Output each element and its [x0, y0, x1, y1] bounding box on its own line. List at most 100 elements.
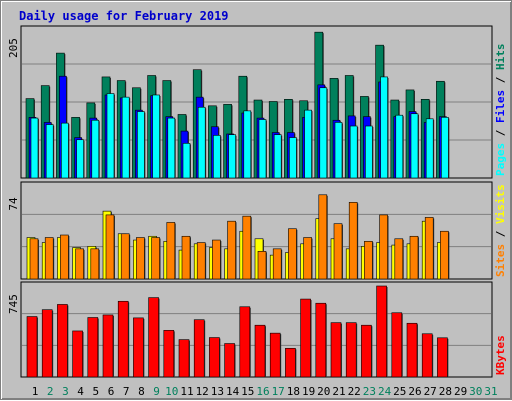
bar-pages-7	[121, 96, 130, 179]
bar-kbytes-26	[406, 322, 418, 378]
bar-pages-1	[30, 117, 39, 179]
day-label-19: 19	[302, 385, 315, 398]
legend-separator: /	[494, 224, 507, 244]
bar-pages-3	[61, 122, 69, 179]
day-label-22: 22	[348, 385, 361, 398]
day-label-13: 13	[211, 385, 224, 398]
bar-sites-6	[105, 214, 115, 280]
day-label-17: 17	[272, 385, 285, 398]
bar-kbytes-27	[421, 333, 433, 378]
bar-sites-14	[227, 220, 236, 280]
bar-kbytes-23	[361, 324, 372, 378]
bar-sites-4	[75, 248, 84, 280]
bar-kbytes-28	[437, 337, 448, 378]
bar-pages-2	[45, 124, 54, 179]
bar-pages-10	[167, 117, 176, 179]
legend-kbytes: KBytes	[494, 335, 507, 375]
bar-kbytes-20	[315, 302, 327, 378]
legend-sites_visits: Sites / Visits	[494, 184, 507, 277]
bar-sites-25	[394, 238, 404, 280]
bar-pages-27	[425, 118, 434, 179]
bar-kbytes-5	[87, 317, 99, 378]
bar-pages-26	[410, 113, 419, 179]
bar-sites-19	[303, 237, 312, 280]
ymax-label-sites_visits: 74	[7, 197, 20, 211]
day-label-16: 16	[256, 385, 269, 398]
legend-pages: Pages	[494, 143, 507, 176]
bar-kbytes-24	[376, 285, 387, 378]
legend-visits: Visits	[494, 184, 507, 224]
bar-sites-28	[440, 230, 449, 280]
bar-kbytes-7	[117, 300, 129, 378]
legend-hits_files_pages: Pages / Files / Hits	[494, 44, 507, 177]
day-label-29: 29	[454, 385, 467, 398]
bar-pages-11	[182, 143, 191, 179]
day-label-24: 24	[378, 385, 392, 398]
bar-pages-13	[213, 135, 221, 179]
bar-sites-2	[44, 237, 54, 280]
bar-sites-16	[257, 251, 267, 280]
day-label-21: 21	[332, 385, 345, 398]
bar-pages-20	[319, 87, 328, 179]
bar-kbytes-2	[41, 309, 53, 378]
ymax-label-kbytes: 745	[7, 294, 20, 314]
bar-sites-12	[196, 242, 206, 280]
bar-sites-27	[424, 217, 434, 280]
bar-sites-10	[166, 222, 176, 280]
day-label-27: 27	[424, 385, 437, 398]
day-label-14: 14	[226, 385, 240, 398]
day-label-30: 30	[469, 385, 482, 398]
chart-title: Daily usage for February 2019	[19, 9, 229, 23]
ymax-label-hits_files_pages: 205	[7, 38, 20, 58]
day-label-26: 26	[408, 385, 421, 398]
day-label-6: 6	[108, 385, 115, 398]
bar-sites-15	[242, 215, 252, 280]
bar-pages-14	[228, 134, 236, 179]
bar-pages-8	[137, 111, 145, 179]
bar-pages-21	[334, 122, 343, 179]
bar-pages-9	[152, 94, 160, 179]
bar-sites-21	[333, 223, 343, 280]
day-label-25: 25	[393, 385, 406, 398]
bar-kbytes-16	[254, 324, 266, 378]
bar-kbytes-17	[269, 332, 281, 378]
bar-kbytes-11	[178, 339, 190, 378]
bar-kbytes-18	[285, 347, 296, 378]
day-label-12: 12	[196, 385, 209, 398]
bar-kbytes-25	[391, 312, 403, 378]
bar-sites-13	[212, 239, 221, 280]
bar-kbytes-12	[193, 319, 205, 378]
bar-pages-16	[258, 119, 267, 179]
bar-sites-20	[318, 194, 328, 280]
bar-kbytes-15	[239, 306, 251, 378]
bar-sites-26	[409, 235, 419, 280]
bar-kbytes-22	[345, 322, 357, 378]
bar-pages-22	[349, 125, 358, 179]
legend-separator: /	[494, 123, 507, 143]
bar-pages-28	[441, 117, 449, 179]
day-label-1: 1	[32, 385, 39, 398]
legend-separator: /	[494, 70, 507, 90]
bar-pages-4	[76, 139, 84, 179]
bar-sites-24	[379, 214, 388, 280]
bar-sites-8	[136, 237, 145, 280]
day-label-7: 7	[123, 385, 130, 398]
bar-kbytes-4	[72, 330, 83, 378]
bar-pages-17	[273, 134, 282, 179]
bar-kbytes-13	[209, 337, 220, 378]
bar-sites-3	[60, 234, 69, 280]
day-label-8: 8	[138, 385, 145, 398]
legend-hits: Hits	[494, 44, 507, 71]
day-label-3: 3	[62, 385, 69, 398]
legend-files: Files	[494, 90, 507, 123]
bar-pages-18	[289, 137, 297, 179]
day-label-31: 31	[484, 385, 497, 398]
bar-sites-7	[120, 233, 130, 280]
bar-pages-24	[380, 76, 388, 179]
bar-sites-18	[288, 228, 297, 280]
bar-pages-25	[395, 114, 404, 179]
day-label-4: 4	[77, 385, 84, 398]
bar-sites-1	[29, 238, 39, 280]
